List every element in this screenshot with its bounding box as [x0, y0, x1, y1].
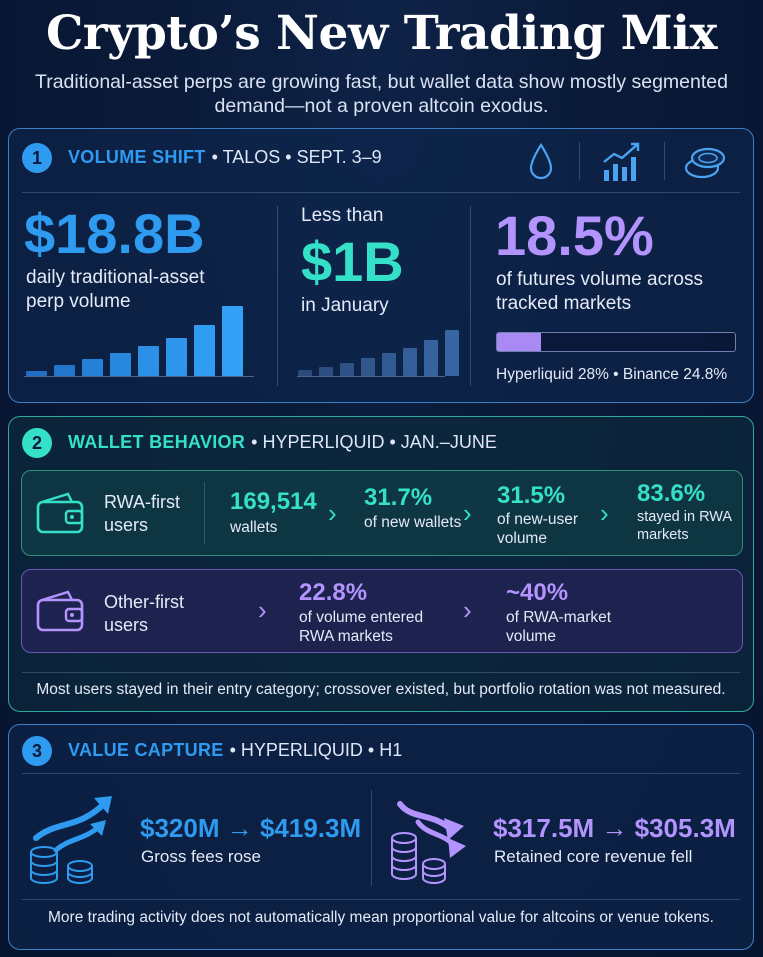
falling-revenue-icon — [391, 801, 466, 884]
bar — [403, 348, 417, 376]
section-keyword: VALUE CAPTURE — [68, 740, 224, 760]
january-volume-bars — [298, 328, 466, 376]
bar — [194, 325, 215, 376]
futures-share-note: Hyperliquid 28% • Binance 24.8% — [496, 366, 728, 383]
bar — [138, 346, 159, 376]
section-header: VALUE CAPTURE • HYPERLIQUID • H1 — [68, 740, 402, 761]
traditional-perp-volume-value: $18.8B — [24, 202, 205, 265]
wallet-icon — [36, 590, 84, 632]
bar-chart-trend-icon — [603, 142, 640, 181]
bar — [298, 370, 312, 376]
section-keyword: VOLUME SHIFT — [68, 147, 206, 167]
bar — [340, 363, 354, 376]
futures-share-bar — [496, 332, 736, 352]
bar — [424, 340, 438, 376]
rising-fees-icon — [30, 796, 112, 884]
rwa-first-new-wallet-share: 31.7% — [364, 484, 433, 511]
bar — [319, 367, 333, 376]
futures-share-value: 18.5% — [495, 204, 654, 267]
january-volume-prefix: Less than — [301, 205, 384, 226]
bar — [26, 371, 47, 376]
january-volume-label: in January — [301, 295, 389, 316]
gross-fees-value: $320M → $419.3M — [140, 813, 362, 843]
rwa-first-wallet-label: wallets — [230, 519, 278, 536]
futures-share-fill — [497, 333, 542, 351]
chevron-right-icon: › — [258, 595, 267, 625]
section-source: • HYPERLIQUID • H1 — [229, 740, 403, 760]
other-first-rwa-market-label: of RWA-market volume — [506, 609, 612, 645]
retained-revenue-label: Retained core revenue fell — [494, 847, 693, 866]
section-keyword: WALLET BEHAVIOR — [68, 432, 246, 452]
value-capture-panel — [8, 724, 754, 950]
other-first-label: Other-first users — [104, 592, 185, 635]
wallet-behavior-panel — [8, 416, 754, 712]
other-first-rwa-volume-label: of volume entered RWA markets — [299, 609, 424, 645]
chevron-right-icon: › — [328, 498, 337, 528]
volume-shift-panel — [8, 128, 754, 403]
rwa-first-retention-label: stayed in RWA markets — [637, 509, 733, 543]
retained-revenue-value: $317.5M → $305.3M — [493, 813, 736, 843]
value-capture-note: More trading activity does not automatic… — [48, 909, 714, 926]
rwa-first-card — [21, 470, 743, 556]
section-number-badge: 2 — [22, 428, 52, 458]
rwa-first-wallet-count: 169,514 — [230, 488, 317, 515]
chevron-right-icon: › — [463, 595, 472, 625]
section-number-badge: 3 — [22, 736, 52, 766]
other-first-rwa-market-share: ~40% — [506, 579, 569, 606]
section-number-badge: 1 — [22, 143, 52, 173]
chevron-right-icon: › — [463, 498, 472, 528]
section-source: • TALOS • SEPT. 3–9 — [211, 147, 382, 167]
rwa-first-volume-label: of new-user volume — [497, 511, 578, 547]
bar — [222, 306, 243, 376]
rwa-first-retention: 83.6% — [637, 480, 706, 507]
january-volume-value: $1B — [301, 230, 404, 293]
page-subtitle: Traditional-asset perps are growing fast… — [35, 71, 728, 117]
volume-growth-bars — [26, 304, 250, 376]
coins-icon — [684, 147, 726, 179]
section-header: WALLET BEHAVIOR • HYPERLIQUID • JAN.–JUN… — [68, 432, 497, 453]
other-first-card — [21, 569, 743, 653]
bar — [361, 358, 375, 376]
chevron-right-icon: › — [600, 498, 609, 528]
rwa-first-new-wallet-label: of new wallets — [364, 514, 462, 531]
traditional-perp-volume-label: daily traditional-asset perp volume — [26, 267, 205, 312]
section-source: • HYPERLIQUID • JAN.–JUNE — [251, 432, 497, 452]
section-header: VOLUME SHIFT • TALOS • SEPT. 3–9 — [68, 147, 382, 168]
other-first-rwa-volume-share: 22.8% — [299, 579, 368, 606]
bar — [445, 330, 459, 376]
bar — [382, 353, 396, 376]
wallet-behavior-note: Most users stayed in their entry categor… — [36, 681, 726, 698]
droplet-icon — [529, 143, 553, 180]
bar — [82, 359, 103, 376]
rwa-first-label: RWA-first users — [104, 492, 180, 535]
bar — [110, 353, 131, 376]
bar — [166, 338, 187, 376]
wallet-icon — [36, 492, 84, 534]
rwa-first-volume-share: 31.5% — [497, 482, 566, 509]
bar — [54, 365, 75, 376]
futures-share-label: of futures volume across tracked markets — [496, 269, 703, 314]
page-title: Crypto’s New Trading Mix — [45, 6, 718, 61]
gross-fees-label: Gross fees rose — [141, 847, 261, 866]
